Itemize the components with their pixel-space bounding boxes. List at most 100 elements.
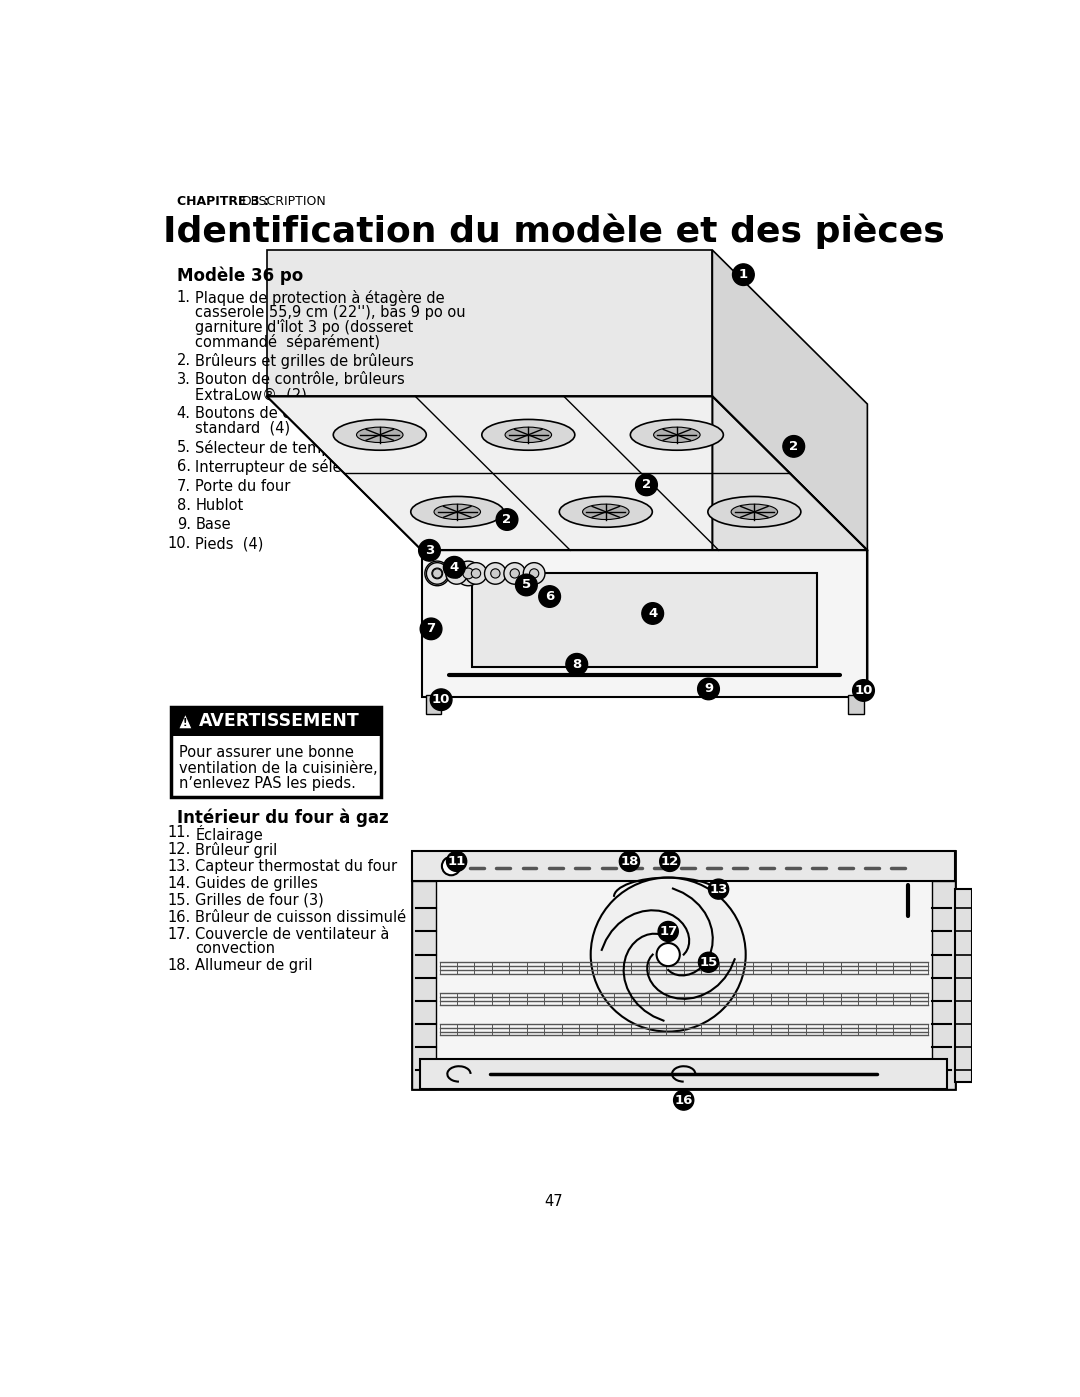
Circle shape [456,562,481,585]
Ellipse shape [653,427,700,443]
Circle shape [496,509,517,531]
Circle shape [674,1090,693,1111]
Circle shape [660,851,679,872]
Text: 4: 4 [648,606,658,620]
Text: CHAPITRE 3 :: CHAPITRE 3 : [177,194,269,208]
Circle shape [446,851,467,872]
Text: Modèle 36 po: Modèle 36 po [177,267,303,285]
Text: Boutons de contrôle et brûleurs: Boutons de contrôle et brûleurs [195,407,428,422]
Text: 15: 15 [700,956,717,968]
Text: 17.: 17. [167,926,191,942]
Text: Brûleur de cuisson dissimulé: Brûleur de cuisson dissimulé [195,909,406,925]
Text: Intérieur du four à gaz: Intérieur du four à gaz [177,809,389,827]
Circle shape [444,556,465,578]
Circle shape [524,563,545,584]
Circle shape [699,953,718,972]
Text: Couvercle de ventilateur à: Couvercle de ventilateur à [195,926,390,942]
Polygon shape [422,550,867,697]
Circle shape [972,894,993,915]
Text: n’enlevez PAS les pieds.: n’enlevez PAS les pieds. [179,775,356,791]
Text: 6: 6 [545,590,554,604]
Circle shape [657,943,679,967]
Polygon shape [713,397,867,697]
Circle shape [510,569,519,578]
Text: ventilation de la cuisinière,: ventilation de la cuisinière, [179,760,378,775]
Circle shape [432,569,443,578]
Text: 13: 13 [710,883,728,895]
Text: 16.: 16. [167,909,191,925]
Text: 2.: 2. [177,353,191,369]
Circle shape [424,562,449,585]
Circle shape [619,851,639,872]
Text: Bouton de contrôle, brûleurs: Bouton de contrôle, brûleurs [195,373,405,387]
Circle shape [485,563,507,584]
FancyBboxPatch shape [955,888,972,1081]
Text: 18: 18 [620,855,638,868]
Text: ExtraLow®  (2): ExtraLow® (2) [195,387,308,402]
FancyBboxPatch shape [413,851,955,1090]
Circle shape [852,680,875,701]
FancyBboxPatch shape [420,1059,947,1090]
Text: 10.: 10. [167,536,191,552]
FancyBboxPatch shape [848,696,864,714]
Circle shape [465,563,487,584]
Text: Base: Base [195,517,231,532]
Text: 6.: 6. [177,460,191,475]
Circle shape [529,569,539,578]
Text: 13.: 13. [167,859,191,875]
Ellipse shape [334,419,427,450]
Text: 2: 2 [789,440,798,453]
FancyBboxPatch shape [413,851,955,882]
Text: 12: 12 [661,855,679,868]
Text: 3.: 3. [177,373,191,387]
Text: Allumeur de gril: Allumeur de gril [195,958,313,972]
Ellipse shape [482,419,575,450]
Text: Sélecteur de température du four: Sélecteur de température du four [195,440,443,457]
Text: 8: 8 [572,658,581,671]
Circle shape [471,569,481,578]
Text: 14.: 14. [167,876,191,891]
Ellipse shape [707,496,801,527]
Circle shape [463,569,474,578]
Text: Interrupteur de sélecteur de four: Interrupteur de sélecteur de four [195,460,437,475]
Polygon shape [178,714,192,729]
Polygon shape [267,250,713,397]
Text: convection: convection [195,940,275,956]
FancyBboxPatch shape [172,707,380,796]
FancyBboxPatch shape [413,882,435,1090]
Circle shape [427,563,448,584]
Text: AVERTISSEMENT: AVERTISSEMENT [199,712,360,731]
Ellipse shape [505,427,552,443]
Text: 1: 1 [739,268,748,281]
Circle shape [433,569,442,578]
FancyBboxPatch shape [426,696,441,714]
Text: 1.: 1. [177,291,191,305]
Text: 15.: 15. [167,893,191,908]
Text: 11: 11 [447,855,465,868]
Circle shape [698,678,719,700]
Circle shape [442,856,460,876]
Circle shape [708,879,729,900]
Circle shape [566,654,588,675]
Text: Brûleur gril: Brûleur gril [195,842,278,858]
Text: 18.: 18. [167,958,191,972]
Text: 47: 47 [544,1193,563,1208]
Text: 14: 14 [973,898,991,911]
FancyBboxPatch shape [472,573,816,668]
Polygon shape [267,397,867,550]
Text: 11.: 11. [167,826,191,840]
Text: 3: 3 [424,543,434,557]
Circle shape [642,602,663,624]
Text: 10: 10 [854,685,873,697]
Circle shape [636,474,658,496]
Circle shape [515,574,537,595]
Text: Éclairage: Éclairage [195,826,264,844]
Ellipse shape [582,504,629,520]
Text: Guides de grilles: Guides de grilles [195,876,319,891]
Circle shape [446,563,468,584]
Circle shape [419,539,441,562]
Text: 9: 9 [704,682,713,696]
Text: 16: 16 [675,1094,693,1106]
Ellipse shape [559,496,652,527]
Text: casserole 55,9 cm (22''), bas 9 po ou: casserole 55,9 cm (22''), bas 9 po ou [195,305,467,320]
